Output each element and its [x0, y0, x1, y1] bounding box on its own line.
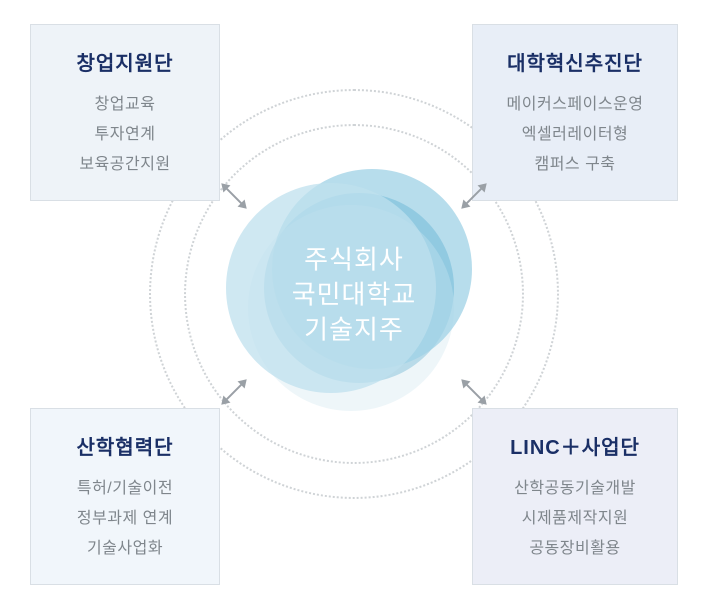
box-item: 기술사업화 [51, 534, 199, 558]
center-label-line: 주식회사 [292, 242, 417, 277]
center-label: 주식회사국민대학교기술지주 [292, 242, 417, 347]
box-bottom-left: 산학협력단 특허/기술이전정부과제 연계기술사업화 [30, 408, 220, 585]
box-item: 특허/기술이전 [51, 474, 199, 498]
box-item: 투자연계 [51, 120, 199, 144]
box-title: 창업지원단 [51, 47, 199, 76]
box-item: 엑셀러레이터형 [493, 120, 657, 144]
center-label-line: 기술지주 [292, 312, 417, 347]
box-top-right: 대학혁신추진단 메이커스페이스운영엑셀러레이터형캠퍼스 구축 [472, 24, 678, 201]
box-title: 산학협력단 [51, 431, 199, 460]
box-item: 보육공간지원 [51, 150, 199, 174]
box-item: 시제품제작지원 [493, 504, 657, 528]
box-title: LINC＋사업단 [493, 431, 657, 460]
box-item: 산학공동기술개발 [493, 474, 657, 498]
box-title: 대학혁신추진단 [493, 47, 657, 76]
box-top-left: 창업지원단 창업교육투자연계보육공간지원 [30, 24, 220, 201]
box-item: 정부과제 연계 [51, 504, 199, 528]
box-item: 공동장비활용 [493, 534, 657, 558]
box-item: 캠퍼스 구축 [493, 150, 657, 174]
center-label-line: 국민대학교 [292, 277, 417, 312]
center-cluster: 주식회사국민대학교기술지주 [234, 175, 474, 415]
box-item: 메이커스페이스운영 [493, 90, 657, 114]
box-bottom-right: LINC＋사업단 산학공동기술개발시제품제작지원공동장비활용 [472, 408, 678, 585]
box-item: 창업교육 [51, 90, 199, 114]
